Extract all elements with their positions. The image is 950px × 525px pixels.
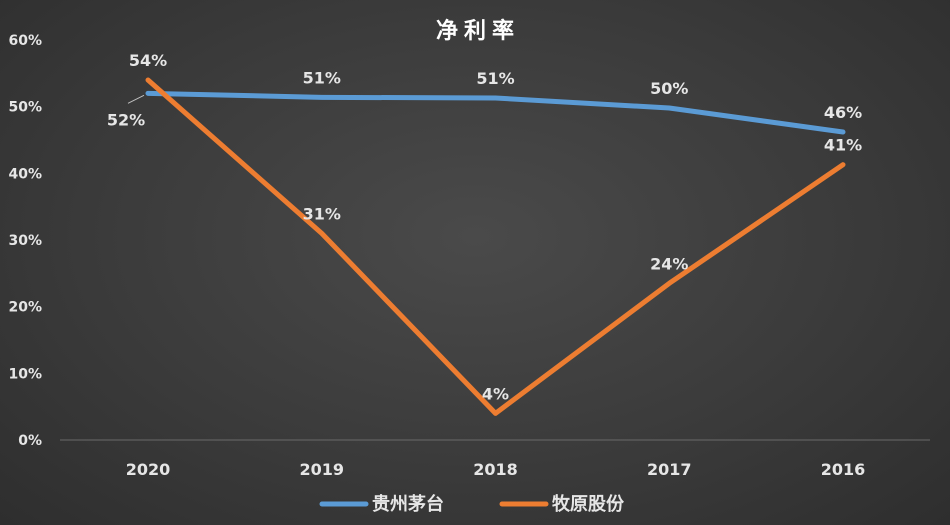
data-label: 41% [824, 136, 862, 155]
data-label: 50% [650, 79, 688, 98]
data-label: 52% [107, 110, 145, 129]
x-tick-label: 2016 [821, 460, 866, 479]
y-axis: 0% 10% 20% 30% 40% 50% 60% [8, 33, 42, 449]
legend: 贵州茅台 牧原股份 [319, 493, 625, 515]
y-tick-label: 50% [8, 100, 42, 116]
series-line-0 [145, 90, 846, 135]
y-tick-label: 30% [8, 233, 42, 249]
y-tick-label: 40% [8, 166, 42, 182]
x-tick-label: 2018 [473, 460, 518, 479]
data-label: 31% [303, 204, 341, 223]
data-label: 4% [482, 384, 509, 403]
y-tick-label: 60% [8, 33, 42, 49]
data-labels: 52% 51% 51% 50% 46% 54% 31% 4% 24% 41% [107, 51, 862, 403]
series-lines [145, 77, 846, 416]
legend-label: 贵州茅台 [372, 493, 444, 515]
chart-title: 净利率 [436, 18, 520, 44]
x-axis: 2020 2019 2018 2017 2016 [126, 460, 866, 479]
y-tick-label: 0% [18, 433, 42, 449]
series-line-1 [145, 77, 846, 416]
y-tick-label: 10% [8, 366, 42, 382]
data-label: 46% [824, 103, 862, 122]
legend-label: 牧原股份 [552, 493, 625, 515]
x-tick-label: 2020 [126, 460, 171, 479]
x-tick-label: 2019 [299, 460, 344, 479]
data-label: 51% [476, 69, 514, 88]
x-tick-label: 2017 [647, 460, 692, 479]
y-tick-label: 20% [8, 300, 42, 316]
data-label: 24% [650, 254, 688, 273]
label-leader-line [127, 94, 145, 104]
data-label: 51% [303, 68, 341, 87]
data-label: 54% [129, 51, 167, 70]
